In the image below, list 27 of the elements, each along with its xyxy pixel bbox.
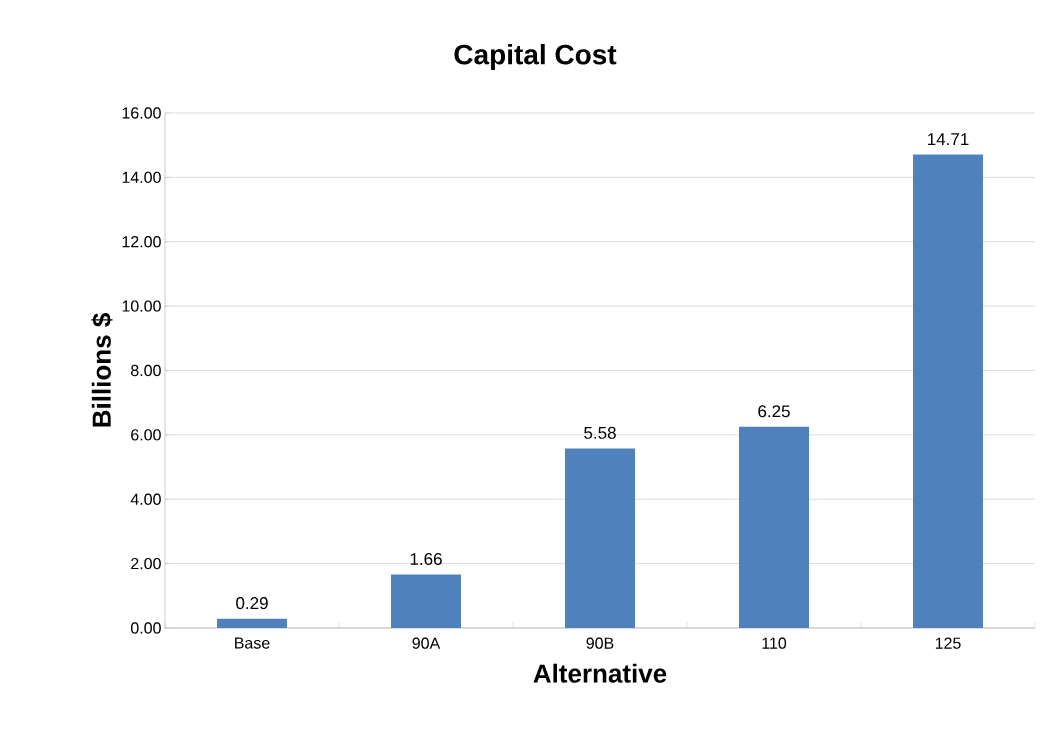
bar (391, 574, 462, 628)
y-tick-label: 16.00 (122, 107, 161, 119)
x-tick-label: Base (235, 637, 270, 649)
bar (739, 426, 809, 628)
x-tick-label: 125 (935, 637, 961, 649)
y-tick-label: 2.00 (131, 557, 161, 570)
data-label: 5.58 (584, 426, 616, 439)
x-tick-label: 110 (762, 637, 787, 649)
bar (217, 618, 288, 628)
x-tick-label: 90A (412, 637, 441, 649)
x-axis-title: Alternative (533, 663, 667, 683)
bar (565, 448, 636, 628)
x-tick-label: 90B (586, 637, 614, 649)
data-label: 14.71 (928, 133, 969, 145)
y-tick-label: 10.00 (122, 300, 161, 312)
y-tick-label: 6.00 (131, 429, 161, 441)
y-tick-label: 8.00 (131, 364, 161, 377)
bar (913, 154, 983, 628)
chart-title: Capital Cost (454, 43, 617, 71)
y-axis-title: Billions $ (91, 313, 113, 427)
data-label: 6.25 (758, 405, 790, 418)
y-tick-label: 0.00 (130, 622, 161, 634)
y-tick-label: 14.00 (122, 171, 161, 184)
data-label: 0.29 (236, 597, 268, 610)
y-tick-label: 12.00 (122, 236, 161, 248)
data-label: 1.66 (410, 552, 442, 566)
y-tick-label: 4.00 (130, 493, 161, 505)
